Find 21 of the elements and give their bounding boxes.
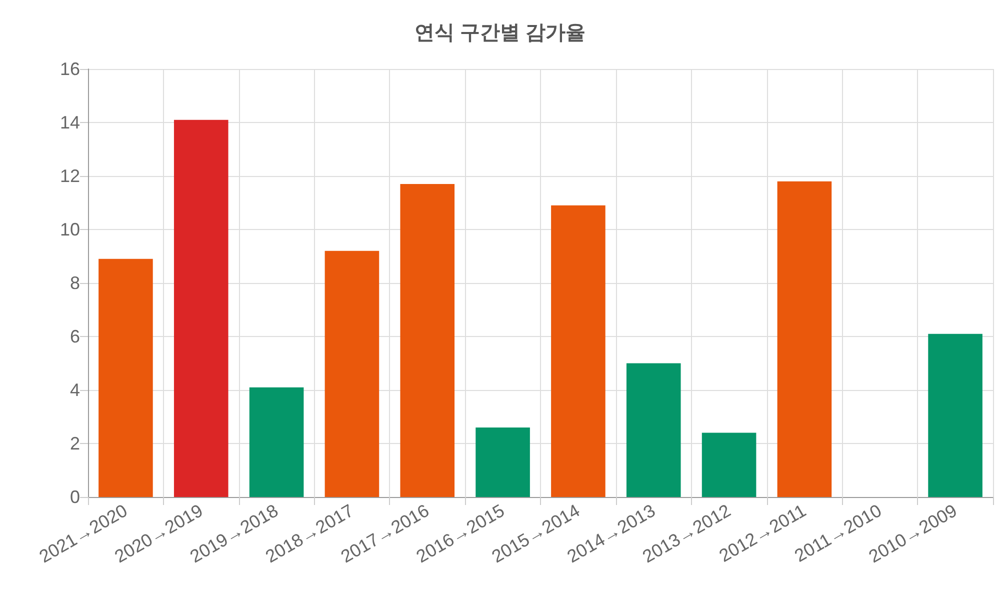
y-tick-label: 0 — [70, 487, 80, 507]
y-tick-label: 6 — [70, 326, 80, 346]
bar — [174, 120, 228, 497]
bar — [702, 432, 756, 497]
bar — [324, 250, 380, 497]
y-tick-label: 12 — [60, 166, 80, 186]
y-tick-label: 14 — [60, 112, 80, 132]
y-tick-label: 10 — [60, 220, 80, 240]
y-tick-label: 4 — [70, 380, 80, 400]
chart-title: 연식 구간별 감가율 — [414, 22, 586, 44]
bar — [98, 258, 153, 497]
bar — [400, 184, 455, 497]
bar — [551, 205, 606, 497]
y-tick-label: 2 — [70, 434, 80, 454]
bar — [476, 427, 530, 497]
bar — [777, 181, 832, 497]
y-tick-label: 8 — [70, 273, 80, 293]
bar — [928, 334, 982, 497]
y-tick-label: 16 — [60, 59, 80, 79]
bar — [249, 387, 304, 497]
bar — [626, 363, 681, 497]
